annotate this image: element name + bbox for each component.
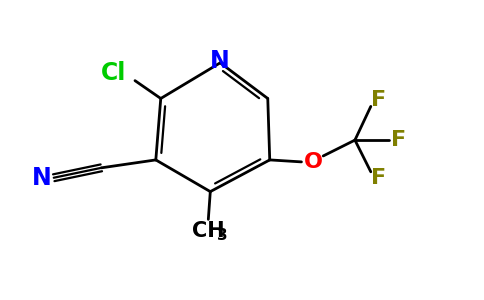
Text: O: O [304,152,323,172]
Text: F: F [391,130,406,150]
Text: CH: CH [192,221,225,241]
Text: N: N [211,49,230,73]
Text: Cl: Cl [101,61,126,85]
Text: 3: 3 [217,228,227,243]
Text: F: F [371,168,386,188]
Text: N: N [32,166,52,190]
Text: F: F [371,91,386,110]
